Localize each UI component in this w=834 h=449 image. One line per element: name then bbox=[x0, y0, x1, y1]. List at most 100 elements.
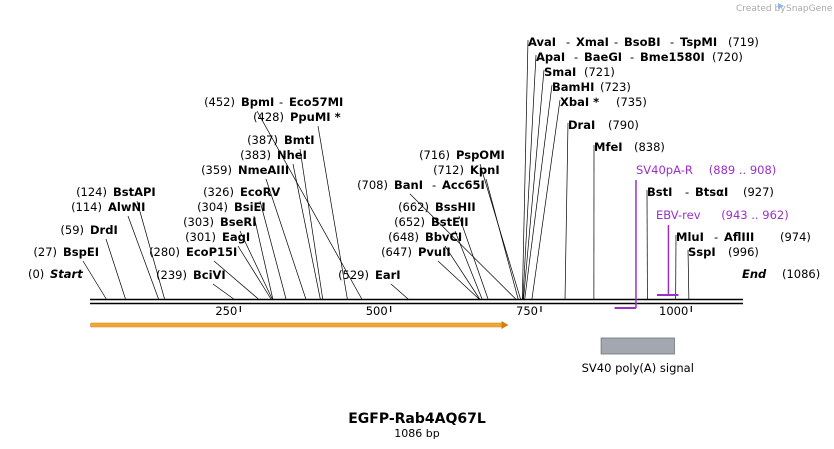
enzyme-position-ppumi: (428) bbox=[253, 110, 284, 124]
enzyme-position-drai: (790) bbox=[608, 118, 639, 132]
enzyme-position-bpmi: (452) bbox=[204, 95, 235, 109]
enzyme-name-bseri: BseRI bbox=[220, 215, 257, 229]
enzyme-position-bsshii: (662) bbox=[398, 200, 429, 214]
enzyme-label-bseri: (303) BseRI bbox=[183, 215, 256, 229]
enzyme-position-bmti: (387) bbox=[247, 133, 278, 147]
enzyme-label-drdi: (59) DrdI bbox=[60, 223, 117, 237]
enzyme-label-eari: (529) EarI bbox=[338, 268, 401, 282]
enzyme-position-eagi: (301) bbox=[185, 230, 216, 244]
enzyme-name-pspomi: PspOMI bbox=[456, 148, 505, 162]
enzyme-name-baegi: BaeGI bbox=[584, 50, 622, 64]
enzyme-label-bsti: BstI - BtsαI (927) bbox=[647, 185, 774, 199]
cut-line-pvuii bbox=[437, 260, 480, 300]
enzyme-separator: - bbox=[630, 50, 634, 64]
enzyme-label-ppumi: (428) PpuMI * bbox=[253, 110, 341, 124]
enzyme-site-drai bbox=[564, 122, 569, 300]
enzyme-name-sspi: SspI bbox=[688, 245, 716, 259]
start-position: (0) bbox=[28, 267, 44, 281]
enzyme-label-bsiei: (304) BsiEI bbox=[197, 200, 266, 214]
enzyme-label-sspi: SspI (996) bbox=[688, 245, 759, 259]
cut-line-bcivi bbox=[212, 283, 234, 300]
enzyme-name-eagi: EagI bbox=[222, 230, 250, 244]
enzyme-position-apai: (720) bbox=[712, 50, 743, 64]
cut-line-smai bbox=[523, 69, 545, 300]
enzyme-name-ppumi: PpuMI * bbox=[290, 110, 341, 124]
enzyme-site-pvuii bbox=[437, 260, 480, 300]
primer-ebv-rev: EBV-rev (943 .. 962) bbox=[656, 208, 789, 296]
orf-arrow bbox=[90, 321, 509, 329]
enzyme-name-mlui: MluI bbox=[676, 230, 704, 244]
enzyme-label-bmti: (387) BmtI bbox=[247, 133, 314, 147]
cut-line-drdi bbox=[105, 238, 126, 300]
primer-range-ebv-rev: (943 .. 962) bbox=[721, 208, 789, 222]
enzyme-labels: (27) BspEI (59) DrdI (114) AlwNI(124) BstAPI (2… bbox=[33, 35, 811, 282]
ruler-label-250: 250 bbox=[215, 304, 237, 318]
cut-line-pspomi bbox=[479, 163, 521, 300]
cut-line-bseri bbox=[239, 230, 273, 300]
enzyme-name-tspmi: TspMI bbox=[680, 35, 717, 49]
enzyme-label-pvuii: (647) PvuII bbox=[381, 245, 451, 259]
enzyme-name-bts-i: BtsαI bbox=[695, 185, 728, 199]
enzyme-site-bani bbox=[409, 193, 516, 300]
ruler-label-1000: 1000 bbox=[659, 304, 688, 318]
enzyme-separator: - bbox=[574, 50, 578, 64]
enzyme-position-bsteii: (652) bbox=[394, 215, 425, 229]
enzyme-site-bmti bbox=[299, 148, 324, 300]
enzyme-site-ppumi bbox=[317, 125, 348, 300]
ruler-label-750: 750 bbox=[516, 304, 538, 318]
enzyme-name-eco57mi: Eco57MI bbox=[289, 95, 343, 109]
enzyme-label-xbai: XbaI * (735) bbox=[560, 95, 647, 109]
enzyme-position-nmeaiii: (359) bbox=[201, 163, 232, 177]
ruler-label-500: 500 bbox=[366, 304, 388, 318]
enzyme-label-bstapi: (124) BstAPI bbox=[76, 185, 156, 199]
enzyme-label-ecorv: (326) EcoRV bbox=[203, 185, 280, 199]
enzyme-position-bsiei: (304) bbox=[197, 200, 228, 214]
cut-line-avai bbox=[521, 39, 529, 300]
enzyme-name-ecorv: EcoRV bbox=[240, 185, 280, 199]
enzyme-site-bbvci bbox=[444, 245, 480, 300]
enzyme-site-bseri bbox=[239, 230, 273, 300]
enzyme-site-bsiei bbox=[253, 215, 274, 300]
enzyme-name-bbvci: BbvCI bbox=[425, 230, 462, 244]
enzyme-site-eagi bbox=[237, 245, 272, 300]
enzyme-position-drdi: (59) bbox=[60, 223, 84, 237]
cut-line-bpmi bbox=[256, 110, 363, 300]
enzyme-name-bsti: BstI bbox=[647, 185, 672, 199]
enzyme-label-bcivi: (239) BciVI bbox=[156, 268, 226, 282]
enzyme-label-ecop15i: (280) EcoP15I bbox=[149, 245, 237, 259]
enzyme-name-bsobi: BsoBI bbox=[624, 35, 661, 49]
sv40-polya-feature bbox=[600, 337, 675, 355]
enzyme-position-pspomi: (716) bbox=[419, 148, 450, 162]
enzyme-label-avai: AvaI - XmaI - BsoBI - TspMI (719) bbox=[528, 35, 759, 49]
enzyme-name-bsshii: BssHII bbox=[435, 200, 476, 214]
enzyme-label-bbvci: (648) BbvCI bbox=[388, 230, 462, 244]
enzyme-label-mfei: MfeI (838) bbox=[594, 140, 665, 154]
enzyme-site-eari bbox=[390, 283, 409, 300]
cut-line-alwni bbox=[127, 215, 159, 300]
enzyme-name-drdi: DrdI bbox=[90, 223, 118, 237]
enzyme-position-mfei: (838) bbox=[634, 140, 665, 154]
enzyme-name-bsteii: BstEII bbox=[431, 215, 469, 229]
cut-line-apai bbox=[522, 54, 537, 300]
enzyme-site-bstapi bbox=[136, 200, 165, 300]
enzyme-name-bspei: BspEI bbox=[63, 245, 99, 259]
snapgene-logo-icon bbox=[778, 3, 784, 9]
enzyme-name-alwni: AlwNI bbox=[108, 200, 145, 214]
enzyme-site-ecop15i bbox=[213, 260, 259, 300]
enzyme-position-bsti: (927) bbox=[743, 185, 774, 199]
cut-line-ecop15i bbox=[213, 260, 259, 300]
enzyme-name-eari: EarI bbox=[375, 268, 401, 282]
enzyme-site-bspei bbox=[82, 260, 107, 300]
enzyme-label-bspei: (27) BspEI bbox=[33, 245, 99, 259]
enzyme-separator: - bbox=[670, 35, 674, 49]
enzyme-position-sspi: (996) bbox=[728, 245, 759, 259]
enzyme-position-alwni: (114) bbox=[71, 200, 102, 214]
end-label: End bbox=[742, 267, 767, 281]
enzyme-name-kpni: KpnI bbox=[470, 163, 500, 177]
enzyme-label-smai: SmaI (721) bbox=[544, 65, 615, 79]
enzyme-name-afliii: AflIII bbox=[724, 230, 754, 244]
enzyme-position-ecorv: (326) bbox=[203, 185, 234, 199]
enzyme-position-bbvci: (648) bbox=[388, 230, 419, 244]
enzyme-name-mfei: MfeI bbox=[594, 140, 623, 154]
primer-annotations: SV40pA-R (889 .. 908) EBV-rev (943 .. 962) bbox=[614, 163, 789, 309]
